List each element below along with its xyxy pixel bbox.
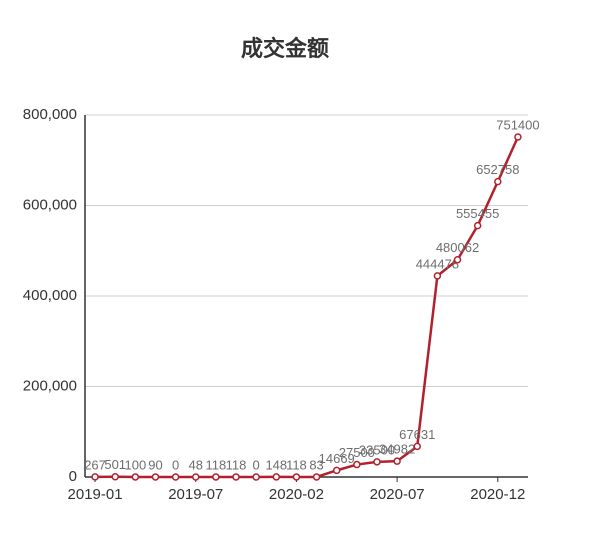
x-tick-label: 2020-02 [269, 486, 324, 503]
chart-title: 成交金额 [241, 36, 329, 61]
value-label: 267 [84, 457, 106, 472]
value-label: 33500 [359, 442, 395, 457]
value-label: 67631 [399, 427, 435, 442]
point [373, 458, 381, 466]
x-tick-label: 2019-01 [68, 486, 123, 503]
value-label: 83 [309, 457, 323, 472]
point [433, 272, 442, 280]
point [111, 473, 119, 481]
value-label: 90 [148, 457, 162, 472]
value-label: 480062 [436, 240, 479, 255]
point [514, 133, 522, 141]
point [252, 473, 260, 481]
point [91, 473, 99, 481]
point [453, 256, 462, 264]
value-label: 148 [265, 457, 287, 472]
value-label: 100 [124, 457, 146, 472]
x-tick-label: 2020-07 [370, 486, 425, 503]
point [151, 473, 160, 481]
y-tick-label: 600,000 [23, 196, 77, 213]
point [292, 473, 301, 481]
value-label: 118 [226, 457, 247, 472]
point [494, 177, 502, 186]
value-label: 501 [104, 457, 126, 472]
value-label: 652758 [476, 162, 519, 177]
point [413, 442, 421, 451]
point [131, 473, 140, 481]
point [212, 473, 220, 481]
value-label: 0 [172, 457, 179, 472]
value-label: 555455 [456, 206, 499, 221]
value-label: 0 [253, 457, 260, 472]
point [353, 460, 361, 469]
value-label: 118 [206, 457, 227, 472]
point [232, 473, 240, 481]
x-tick-label: 2019-07 [168, 486, 223, 503]
y-tick-label: 800,000 [23, 106, 77, 123]
line [95, 136, 520, 479]
point [393, 457, 401, 465]
point [332, 466, 341, 475]
value-label: 751400 [496, 117, 539, 132]
value-label: 118 [286, 457, 307, 472]
value-label: 27500 [339, 445, 375, 460]
y-tick-label: 200,000 [23, 377, 77, 394]
point [312, 473, 321, 481]
point [171, 473, 180, 481]
value-label: 14669 [319, 451, 355, 466]
y-tick-label: 0 [69, 468, 77, 485]
point [192, 473, 200, 481]
value-label: 34982 [379, 442, 415, 457]
point [473, 221, 482, 230]
y-tick-label: 400,000 [23, 287, 77, 304]
point [272, 473, 281, 481]
x-tick-label: 2020-12 [470, 486, 525, 503]
value-label: 444478 [416, 256, 459, 271]
value-label: 48 [189, 457, 203, 472]
